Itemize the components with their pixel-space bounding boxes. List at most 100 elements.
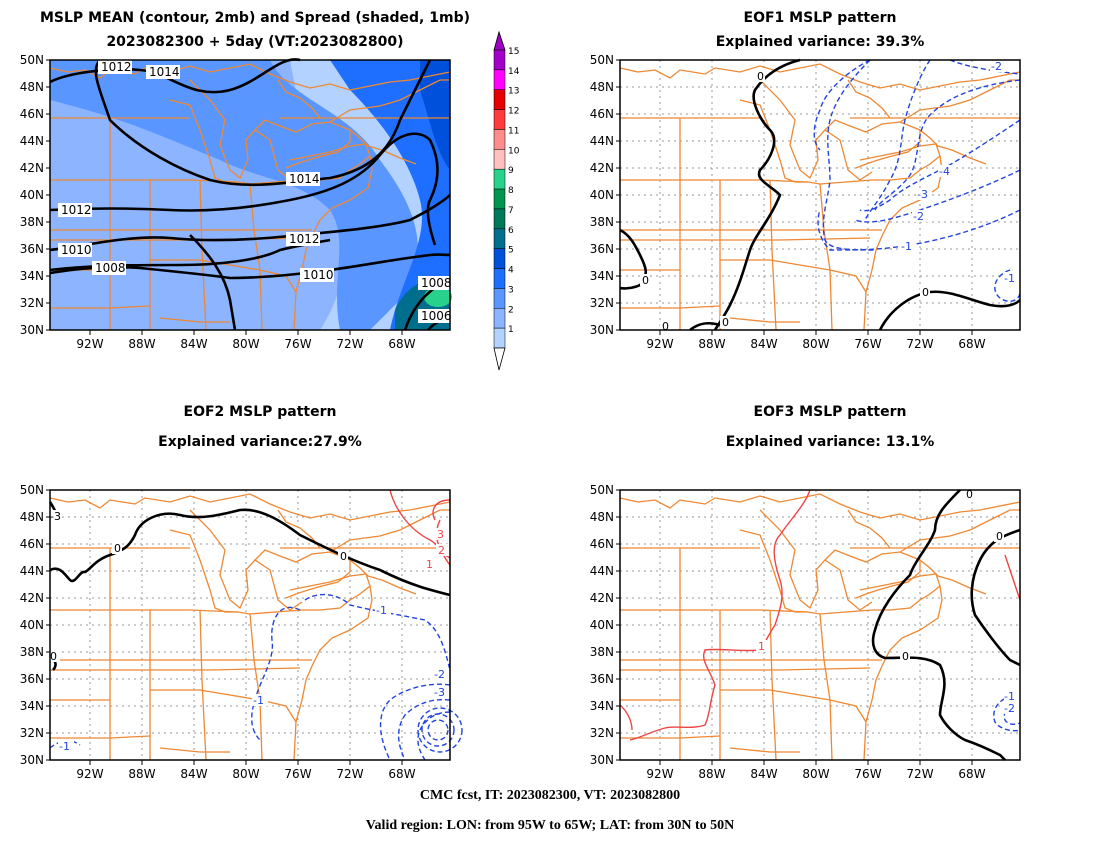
contour-label: 1012 — [61, 203, 92, 217]
spread-colorbar: 15 14 13 12 11 10 9 8 7 6 5 4 3 2 1 — [493, 30, 520, 371]
panel3-title: EOF2 MSLP pattern — [183, 404, 337, 420]
lat-tick-label: 36N — [590, 242, 614, 256]
lat-tick-label: 34N — [590, 699, 614, 713]
lat-tick-label: 32N — [590, 296, 614, 310]
mean-contour-labels: 1012 1014 1014 1012 1012 1010 1010 1008 … — [58, 60, 452, 323]
panel4-subtitle: Explained variance: 13.1% — [725, 434, 935, 450]
lat-tick-label: 30N — [20, 753, 44, 767]
contour-label: 0 — [757, 70, 764, 83]
contour-label: 1 — [758, 640, 765, 653]
contour-label: -1 — [1004, 690, 1015, 703]
contour-label: 1014 — [149, 65, 180, 79]
colorbar-tick-label: 8 — [508, 186, 514, 196]
lon-tick-label: 84W — [750, 337, 777, 351]
contour-label: 1006 — [421, 309, 452, 323]
lat-tick-label: 40N — [20, 188, 44, 202]
eof3-contour-labels: 0 0 1 0 -1 -2 — [756, 488, 1020, 715]
contour-label: -2 — [434, 668, 445, 681]
lon-tick-label: 88W — [698, 767, 725, 781]
lat-tick-label: 34N — [20, 699, 44, 713]
lon-tick-label: 72W — [336, 337, 363, 351]
colorbar-tick-label: 4 — [508, 266, 514, 276]
colorbar-cell — [493, 268, 506, 289]
colorbar-tick-label: 10 — [508, 146, 520, 156]
contour-label: -4 — [939, 165, 950, 178]
lat-tick-label: 36N — [590, 672, 614, 686]
lon-tick-label: 92W — [76, 767, 103, 781]
contour-label: 1012 — [101, 60, 132, 74]
lon-tick-label: 80W — [802, 337, 829, 351]
contour-label: 2 — [438, 544, 445, 557]
lon-tick-label: 72W — [336, 767, 363, 781]
lon-tick-label: 84W — [180, 337, 207, 351]
lat-tick-label: 48N — [590, 80, 614, 94]
eof1-map-panel: 0 -2 -4 -3 -2 -1 -1 0 0 0 0 — [619, 58, 1021, 333]
lat-tick-label: 30N — [590, 323, 614, 337]
colorbar-cell — [493, 69, 506, 90]
contour-label: -1 — [1004, 272, 1015, 285]
footer-run-info: CMC fcst, IT: 2023082300, VT: 2023082800 — [419, 788, 681, 803]
lat-tick-label: 42N — [20, 161, 44, 175]
lat-tick-label: 50N — [590, 483, 614, 497]
colorbar-cell — [493, 129, 506, 150]
lat-tick-label: 44N — [20, 134, 44, 148]
contour-label: 0 — [662, 320, 669, 333]
contour-label: -1 — [253, 694, 264, 707]
contour-label: 1012 — [289, 232, 320, 246]
lat-tick-label: 38N — [20, 645, 44, 659]
colorbar-cell — [493, 168, 506, 190]
lat-tick-label: 50N — [590, 53, 614, 67]
lon-tick-label: 72W — [906, 337, 933, 351]
eof3-map-panel: 0 0 1 0 -1 -2 — [619, 488, 1021, 761]
lon-tick-label: 68W — [958, 767, 985, 781]
lat-tick-label: 46N — [590, 537, 614, 551]
colorbar-cell — [493, 149, 506, 170]
colorbar-tick-label: 9 — [508, 166, 514, 176]
contour-label: 1010 — [303, 268, 334, 282]
contour-label: 0 — [50, 650, 57, 663]
lat-tick-label: 36N — [20, 672, 44, 686]
contour-label: 0 — [996, 530, 1003, 543]
lat-tick-label: 38N — [20, 215, 44, 229]
lat-tick-label: 48N — [20, 510, 44, 524]
lat-tick-label: 34N — [20, 269, 44, 283]
contour-label: -3 — [917, 188, 928, 201]
eof2-contour-labels: -3 3 2 1 0 0 -1 -2 -3 -1 -1 0 — [50, 510, 450, 753]
colorbar-cell — [493, 288, 506, 309]
lat-tick-label: 32N — [20, 726, 44, 740]
colorbar-tick-label: 14 — [508, 67, 520, 77]
contour-label: -1 — [376, 604, 387, 617]
lat-tick-label: 30N — [20, 323, 44, 337]
lon-tick-label: 72W — [906, 767, 933, 781]
colorbar-cell — [493, 49, 506, 71]
contour-label: 1 — [426, 558, 433, 571]
colorbar-tick-label: 15 — [508, 47, 519, 57]
footer-region-info: Valid region: LON: from 95W to 65W; LAT:… — [365, 818, 735, 833]
contour-label: 0 — [922, 286, 929, 299]
lat-tick-label: 34N — [590, 269, 614, 283]
lon-tick-label: 76W — [854, 767, 881, 781]
panel4-title: EOF3 MSLP pattern — [753, 404, 907, 420]
contour-label: 0 — [966, 488, 973, 501]
lat-tick-label: 32N — [590, 726, 614, 740]
lat-tick-label: 42N — [20, 591, 44, 605]
contour-label: 0 — [902, 650, 909, 663]
contour-label: -3 — [434, 686, 445, 699]
panel1-subtitle: 2023082300 + 5day (VT:2023082800) — [106, 34, 404, 50]
colorbar-tick-label: 11 — [508, 126, 519, 136]
lat-tick-label: 44N — [590, 134, 614, 148]
contour-label: 1008 — [421, 276, 452, 290]
panel2-title: EOF1 MSLP pattern — [743, 10, 897, 26]
lat-tick-label: 40N — [590, 188, 614, 202]
eof1-zero-contours — [619, 58, 1021, 332]
colorbar-tick-label: 7 — [508, 206, 514, 216]
eof2-map-panel: -3 3 2 1 0 0 -1 -2 -3 -1 -1 0 — [48, 489, 463, 761]
panel2-subtitle: Explained variance: 39.3% — [715, 34, 925, 50]
lon-tick-label: 68W — [388, 337, 415, 351]
contour-label: -2 — [1004, 702, 1015, 715]
lat-tick-label: 32N — [20, 296, 44, 310]
contour-label: -1 — [59, 740, 70, 753]
colorbar-tick-label: 6 — [508, 226, 514, 236]
eof1-negative-contours — [813, 59, 1021, 302]
